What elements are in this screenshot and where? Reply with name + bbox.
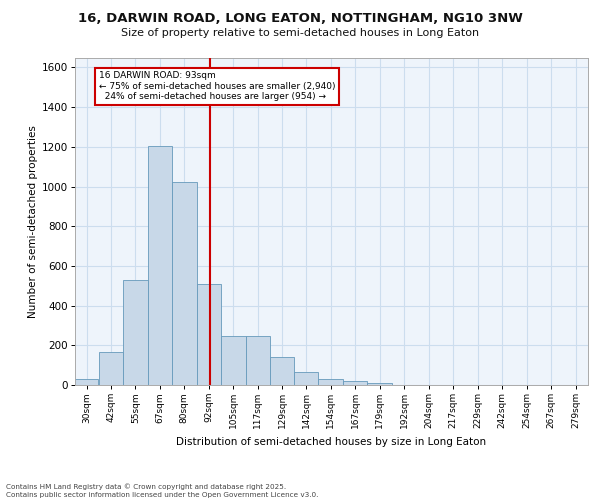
Bar xyxy=(246,336,270,385)
Bar xyxy=(123,280,148,385)
Bar xyxy=(270,357,293,385)
Bar xyxy=(148,146,172,385)
Bar xyxy=(221,336,245,385)
Bar xyxy=(75,379,98,385)
X-axis label: Distribution of semi-detached houses by size in Long Eaton: Distribution of semi-detached houses by … xyxy=(176,436,487,446)
Bar xyxy=(343,381,367,385)
Bar xyxy=(172,182,197,385)
Bar xyxy=(319,379,343,385)
Bar xyxy=(197,284,221,385)
Y-axis label: Number of semi-detached properties: Number of semi-detached properties xyxy=(28,125,38,318)
Bar xyxy=(98,352,123,385)
Bar xyxy=(367,383,392,385)
Bar xyxy=(294,372,318,385)
Text: Size of property relative to semi-detached houses in Long Eaton: Size of property relative to semi-detach… xyxy=(121,28,479,38)
Text: 16, DARWIN ROAD, LONG EATON, NOTTINGHAM, NG10 3NW: 16, DARWIN ROAD, LONG EATON, NOTTINGHAM,… xyxy=(77,12,523,26)
Text: Contains HM Land Registry data © Crown copyright and database right 2025.
Contai: Contains HM Land Registry data © Crown c… xyxy=(6,484,319,498)
Text: 16 DARWIN ROAD: 93sqm
← 75% of semi-detached houses are smaller (2,940)
  24% of: 16 DARWIN ROAD: 93sqm ← 75% of semi-deta… xyxy=(98,72,335,101)
